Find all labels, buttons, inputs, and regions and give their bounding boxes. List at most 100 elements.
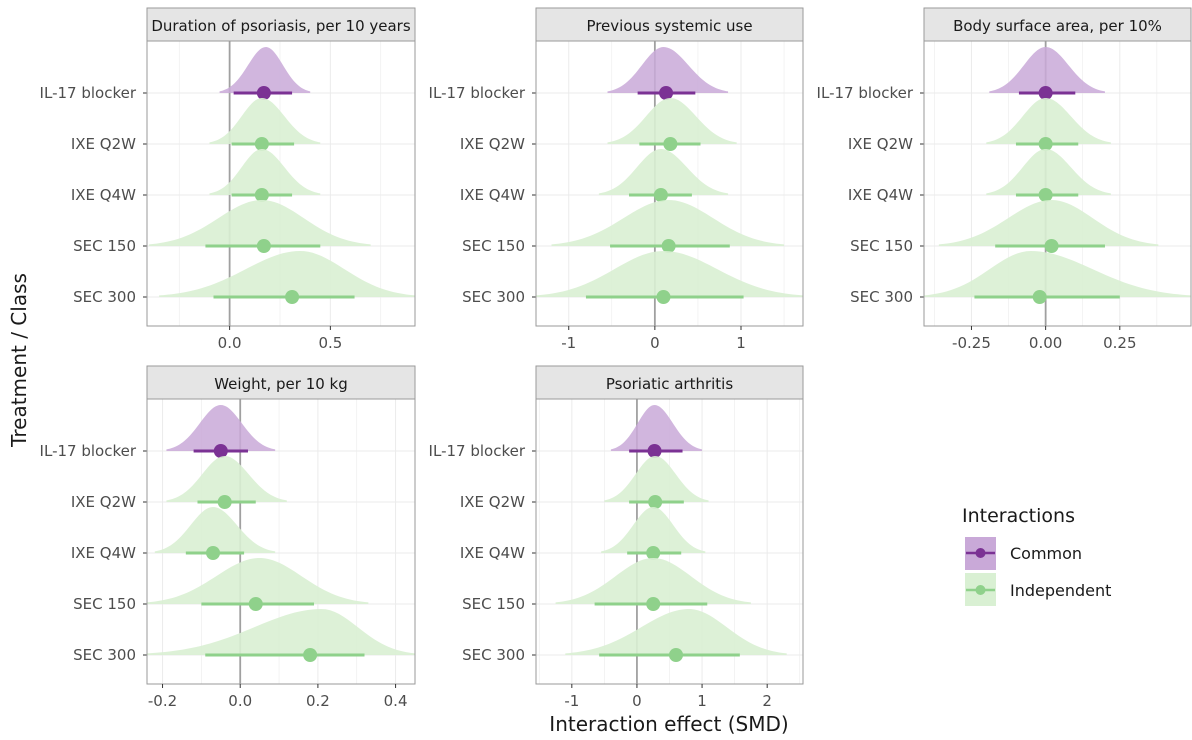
density-independent xyxy=(149,200,371,246)
y-tick-label: SEC 300 xyxy=(462,646,525,664)
facet-panel-4: Weight, per 10 kg IL-17 blocker IXE Q2W IXE… xyxy=(40,365,416,710)
x-tick-label: 0.4 xyxy=(384,692,408,710)
y-tick-label: IXE Q2W xyxy=(71,493,136,511)
facet-strip xyxy=(146,7,416,42)
density-independent xyxy=(166,456,287,502)
y-tick-label: IXE Q4W xyxy=(460,186,525,204)
facet-strip xyxy=(923,7,1192,42)
point-estimate xyxy=(248,597,263,611)
x-axis-title: Interaction effect (SMD) xyxy=(549,712,788,736)
density-independent xyxy=(601,507,706,553)
x-tick-label: -1 xyxy=(564,692,579,710)
density-common xyxy=(219,47,311,93)
panel-border xyxy=(923,40,1192,327)
legend-key-independent xyxy=(965,573,996,606)
y-tick-label: SEC 300 xyxy=(462,288,525,306)
y-tick-label: IXE Q4W xyxy=(71,186,136,204)
panel-border xyxy=(535,398,804,685)
legend: Interactions Common Independent xyxy=(962,505,1111,606)
y-tick-label: IXE Q4W xyxy=(460,544,525,562)
density-independent xyxy=(209,98,321,144)
y-tick-label: SEC 150 xyxy=(73,595,136,613)
x-tick-label: 0.2 xyxy=(306,692,330,710)
density-independent xyxy=(598,149,729,195)
x-tick-label: 2 xyxy=(762,692,772,710)
point-estimate xyxy=(648,495,663,509)
point-estimate xyxy=(646,546,661,560)
x-tick-label: 0.25 xyxy=(1103,334,1136,352)
point-estimate xyxy=(256,239,271,253)
y-tick-label: SEC 300 xyxy=(73,646,136,664)
density-independent xyxy=(938,200,1159,246)
density-common xyxy=(989,47,1105,93)
point-estimate xyxy=(656,290,671,304)
legend-key-common xyxy=(965,537,996,570)
facet-title: Body surface area, per 10% xyxy=(953,17,1162,35)
point-estimate xyxy=(661,239,676,253)
facet-strip xyxy=(535,365,804,400)
facet-title: Previous systemic use xyxy=(586,17,752,35)
y-tick-label: IXE Q2W xyxy=(71,135,136,153)
facet-title: Weight, per 10 kg xyxy=(214,375,348,393)
y-tick-label: IXE Q2W xyxy=(848,135,913,153)
panel-border xyxy=(146,398,416,685)
x-tick-label: 0.5 xyxy=(318,334,342,352)
point-estimate xyxy=(254,137,269,151)
point-estimate xyxy=(669,648,684,662)
y-tick-label: IL-17 blocker xyxy=(817,84,914,102)
density-independent xyxy=(159,251,415,297)
y-tick-label: IL-17 blocker xyxy=(429,84,526,102)
facet-panel-1: Duration of psoriasis, per 10 years IL-17… xyxy=(40,7,416,352)
point-estimate xyxy=(646,597,661,611)
legend-title: Interactions xyxy=(962,505,1075,527)
point-estimate xyxy=(1032,290,1047,304)
density-independent xyxy=(986,98,1111,144)
density-independent xyxy=(924,251,1191,297)
density-independent xyxy=(154,507,276,553)
x-tick-label: 0.0 xyxy=(228,692,252,710)
x-tick-label: -1 xyxy=(561,334,576,352)
y-tick-label: IXE Q2W xyxy=(460,493,525,511)
density-independent xyxy=(555,558,751,604)
x-tick-label: 0 xyxy=(650,334,660,352)
density-common xyxy=(610,405,703,451)
point-estimate xyxy=(1038,137,1053,151)
facet-panel-2: Previous systemic use IL-17 blocker IXE Q2… xyxy=(429,7,804,352)
y-tick-label: SEC 150 xyxy=(850,237,913,255)
density-independent xyxy=(551,200,785,246)
point-estimate xyxy=(217,495,232,509)
point-estimate xyxy=(663,137,678,151)
density-independent xyxy=(147,558,369,604)
facet-panels: Duration of psoriasis, per 10 years IL-17… xyxy=(40,7,1192,710)
x-tick-label: 1 xyxy=(736,334,746,352)
x-tick-label: 0.0 xyxy=(218,334,242,352)
point-estimate xyxy=(206,546,221,560)
point-estimate xyxy=(256,86,271,100)
point-estimate xyxy=(647,444,662,458)
density-independent xyxy=(604,456,709,502)
x-tick-label: 0.00 xyxy=(1029,334,1062,352)
point-estimate xyxy=(659,86,674,100)
y-tick-label: SEC 150 xyxy=(73,237,136,255)
y-tick-label: SEC 300 xyxy=(850,288,913,306)
facet-title: Psoriatic arthritis xyxy=(606,375,733,393)
panel-border xyxy=(535,40,804,327)
x-tick-label: 0 xyxy=(632,692,642,710)
y-tick-label: IXE Q4W xyxy=(848,186,913,204)
point-estimate xyxy=(653,188,668,202)
y-tick-label: IXE Q2W xyxy=(460,135,525,153)
y-axis-title: Treatment / Class xyxy=(7,273,31,448)
y-tick-label: IXE Q4W xyxy=(71,544,136,562)
facet-panel-3: Body surface area, per 10% IL-17 blocker I… xyxy=(817,7,1192,352)
point-estimate xyxy=(1044,239,1059,253)
density-common xyxy=(607,47,729,93)
density-independent xyxy=(565,609,787,655)
x-tick-label: -0.25 xyxy=(952,334,991,352)
legend-label-common: Common xyxy=(1010,544,1082,563)
facet-panel-5: Psoriatic arthritis IL-17 blocker IXE Q2W I… xyxy=(429,365,804,710)
y-tick-label: SEC 150 xyxy=(462,237,525,255)
y-tick-label: SEC 150 xyxy=(462,595,525,613)
point-estimate xyxy=(1038,86,1053,100)
density-independent xyxy=(209,149,321,195)
